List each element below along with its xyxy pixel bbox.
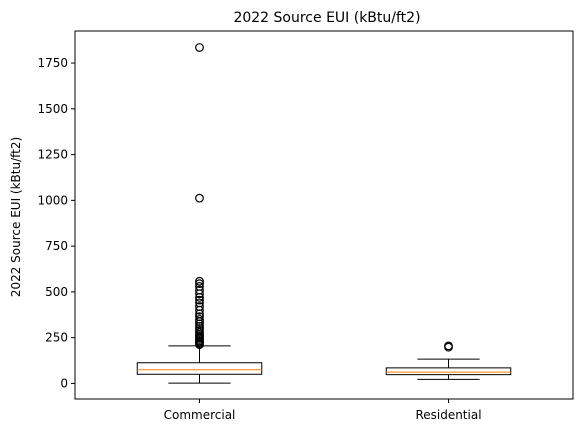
y-tick-label: 1250 [37, 148, 68, 162]
iqr-box [136, 362, 263, 375]
outlier-point [195, 282, 204, 291]
y-tick-label: 250 [45, 331, 68, 345]
y-tick-label: 0 [60, 376, 68, 390]
outlier-point [195, 285, 204, 295]
y-axis-label: 2022 Source EUI (kBtu/ft2) [9, 137, 23, 297]
outlier-point [195, 312, 204, 322]
x-tick-label: Commercial [164, 408, 236, 422]
outlier-point [195, 298, 204, 308]
outlier-point [195, 276, 204, 286]
y-tick-label: 750 [45, 239, 68, 253]
chart-title: 2022 Source EUI (kBtu/ft2) [233, 10, 420, 26]
outlier-point [195, 279, 204, 289]
outlier-point [195, 43, 204, 52]
y-tick-label: 500 [45, 285, 68, 299]
plot-area: 0 250 500 750 1000 1250 1500 1750 Commercial Resi… [37, 43, 512, 422]
y-tick-label: 1000 [37, 193, 68, 207]
outlier-point [195, 314, 204, 324]
outlier-point [444, 341, 453, 351]
y-tick-label: 1500 [37, 102, 68, 116]
x-tick-label: Residential [415, 408, 481, 422]
outlier-point [195, 193, 204, 203]
axes-frame [74, 30, 574, 400]
iqr-box [385, 367, 512, 376]
outlier-point [195, 302, 204, 311]
outlier-point [195, 321, 204, 331]
outlier-point [195, 295, 204, 305]
y-tick-label: 1750 [37, 56, 68, 70]
